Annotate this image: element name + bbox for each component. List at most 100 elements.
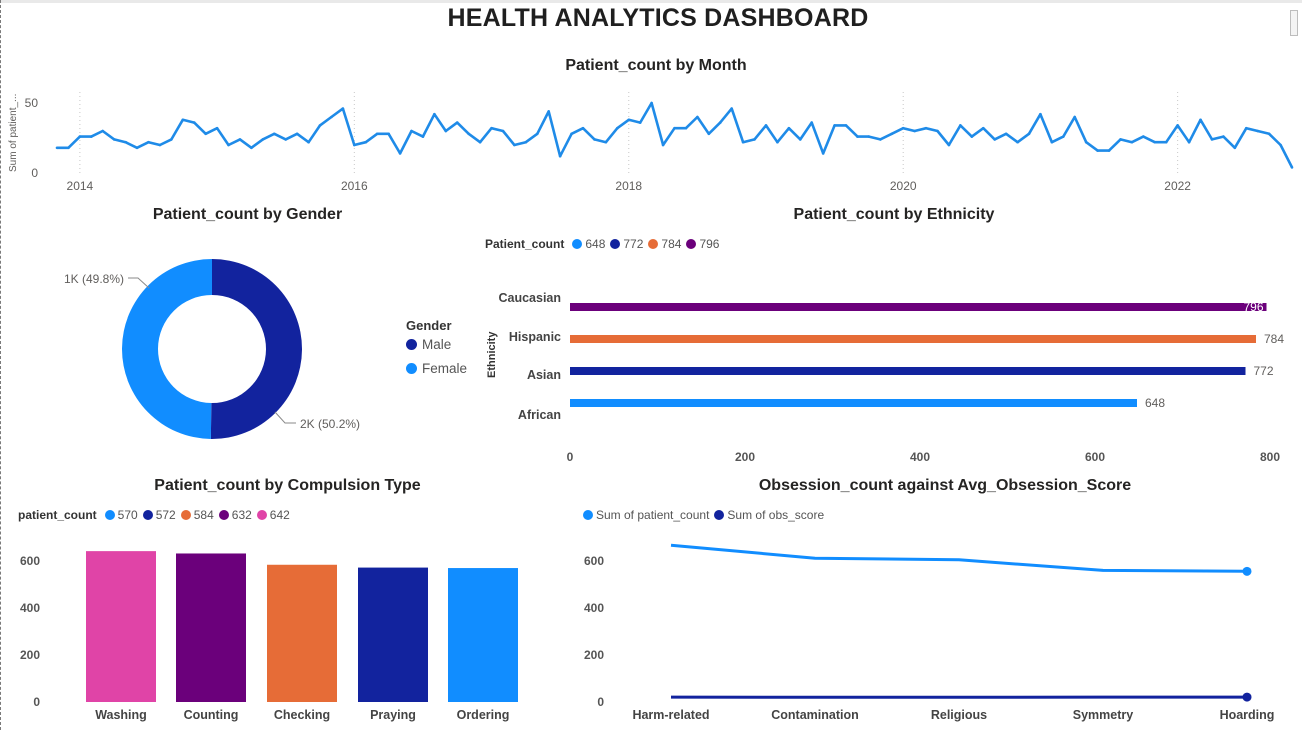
- legend-item[interactable]: 796: [686, 237, 719, 251]
- legend-item-male[interactable]: Male: [406, 337, 467, 352]
- data-point: [341, 107, 345, 110]
- data-point: [192, 121, 196, 124]
- category-label: Hoarding: [1220, 708, 1275, 722]
- obsession-legend: Sum of patient_count Sum of obs_score: [583, 508, 829, 522]
- data-point: [604, 140, 608, 144]
- data-point: [547, 110, 551, 113]
- category-label: Washing: [95, 708, 147, 722]
- legend-dot: [648, 239, 659, 249]
- monthly-line-chart[interactable]: Sum of patient_... 2014 2016 2018 2020 2022 0…: [0, 0, 1302, 200]
- data-point: [433, 112, 436, 116]
- data-point: [947, 143, 951, 147]
- data-point: [970, 135, 974, 138]
- legend-item[interactable]: 648: [572, 237, 605, 251]
- data-point: [490, 126, 493, 130]
- legend-item[interactable]: 632: [218, 508, 252, 522]
- data-point: [318, 124, 322, 127]
- data-point: [787, 126, 791, 130]
- legend-dot: [572, 239, 583, 249]
- data-point: [421, 135, 425, 138]
- legend-dot: [256, 510, 267, 520]
- legend-item[interactable]: 772: [610, 237, 643, 251]
- data-point: [1039, 112, 1042, 116]
- data-point: [238, 138, 242, 141]
- compulsion-legend: patient_count 570 572 584 632 642: [18, 508, 295, 522]
- data-point: [1073, 115, 1077, 119]
- legend-dot: [610, 239, 621, 249]
- data-point: [1107, 149, 1111, 152]
- data-point: [1061, 135, 1065, 138]
- data-point: [147, 140, 150, 144]
- data-point: [124, 140, 127, 144]
- data-point: [627, 118, 631, 122]
- legend-item[interactable]: 570: [104, 508, 138, 522]
- data-point: [284, 138, 288, 141]
- category-label: Symmetry: [1073, 708, 1133, 722]
- legend-dot: [142, 510, 153, 520]
- bar-washing: [86, 551, 156, 702]
- bar-counting: [176, 553, 246, 702]
- leader-line: [274, 411, 296, 424]
- legend-item-female[interactable]: Female: [406, 361, 467, 376]
- top-edge: [0, 0, 1302, 3]
- data-point: [1210, 138, 1214, 141]
- vertical-scrollbar[interactable]: [1290, 6, 1298, 726]
- data-point: [1244, 126, 1248, 130]
- data-point: [1290, 166, 1294, 169]
- x-tick-label: 2020: [890, 179, 917, 193]
- data-point: [764, 124, 768, 127]
- data-point: [181, 118, 185, 122]
- legend-item[interactable]: 642: [256, 508, 290, 522]
- data-point: [707, 132, 711, 136]
- y-tick-label: 0: [33, 695, 40, 709]
- data-point: [135, 146, 139, 150]
- data-point: [513, 143, 516, 147]
- data-point: [330, 115, 333, 119]
- data-point: [261, 138, 265, 141]
- ethnicity-legend-title: Patient_count: [485, 237, 565, 251]
- data-point: [535, 132, 539, 136]
- legend-item[interactable]: 584: [180, 508, 214, 522]
- legend-label: 648: [585, 237, 606, 251]
- legend-item[interactable]: 572: [142, 508, 176, 522]
- gender-chart-title: Patient_count by Gender: [152, 206, 343, 223]
- data-point: [101, 129, 105, 133]
- data-point: [204, 132, 207, 136]
- data-point: [158, 143, 162, 147]
- data-point: [810, 121, 814, 124]
- obsession-chart-title: Obsession_count against Avg_Obsession_Sc…: [758, 477, 1132, 494]
- data-point: [844, 124, 848, 127]
- bar-praying: [358, 567, 428, 702]
- ethnicity-y-axis-label: Ethnicity: [486, 331, 498, 378]
- data-point: [478, 140, 482, 144]
- legend-dot: [218, 510, 229, 520]
- data-point: [1187, 140, 1191, 144]
- scrollbar-thumb[interactable]: [1290, 10, 1298, 36]
- data-point: [650, 101, 653, 105]
- data-point: [55, 146, 59, 150]
- compulsion-legend-title: patient_count: [18, 508, 97, 522]
- data-point: [170, 138, 173, 141]
- data-point: [467, 132, 470, 136]
- legend-item[interactable]: 784: [648, 237, 681, 251]
- legend-label: 772: [623, 237, 644, 251]
- data-point: [90, 135, 93, 138]
- bar-asian: [570, 367, 1246, 375]
- data-point: [387, 132, 390, 136]
- data-point: [856, 135, 859, 138]
- canvas-border: [0, 0, 1, 730]
- data-point: [638, 121, 642, 124]
- donut-slice-male: [210, 259, 302, 439]
- legend-item[interactable]: Sum of obs_score: [714, 508, 824, 522]
- data-point: [776, 140, 779, 144]
- category-label: Asian: [527, 368, 561, 382]
- legend-item[interactable]: Sum of patient_count: [583, 508, 709, 522]
- legend-label: 572: [155, 508, 176, 522]
- data-point: [924, 126, 928, 130]
- data-point: [112, 138, 116, 141]
- category-label: Hispanic: [509, 330, 561, 344]
